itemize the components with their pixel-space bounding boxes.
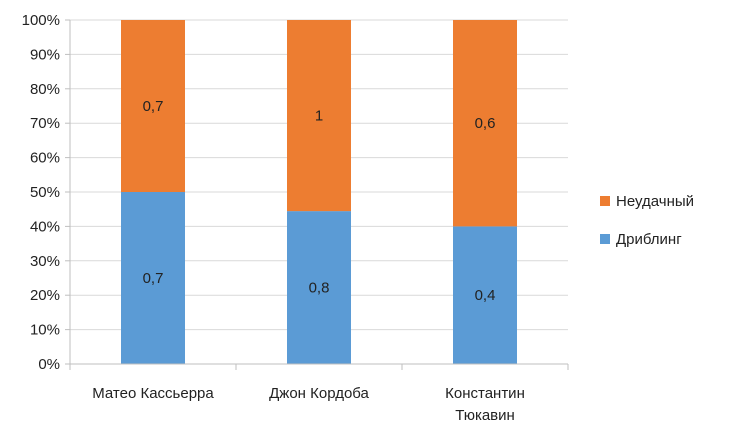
bar-segment <box>287 20 351 212</box>
y-tick-label: 80% <box>30 81 60 98</box>
legend-swatch <box>600 234 610 244</box>
y-tick-label: 40% <box>30 218 60 235</box>
y-tick-label: 90% <box>30 46 60 63</box>
bar-segment <box>121 192 185 364</box>
legend: Неудачный Дриблинг <box>600 193 694 248</box>
x-tick-label: Тюкавин <box>455 407 515 424</box>
y-tick-label: 100% <box>22 12 60 29</box>
data-label: 0,8 <box>309 280 330 297</box>
y-tick-label: 30% <box>30 253 60 270</box>
bars <box>121 20 517 364</box>
x-tick-label: Матео Кассьерра <box>92 385 214 402</box>
y-tick-label: 0% <box>38 356 60 373</box>
legend-label: Дриблинг <box>616 231 682 248</box>
y-tick-label: 20% <box>30 287 60 304</box>
legend-label: Неудачный <box>616 193 694 210</box>
x-tick-label: Константин <box>445 385 525 402</box>
data-label: 0,7 <box>143 98 164 115</box>
data-labels: 0,7 0,7 0,8 1 0,4 0,6 <box>143 98 496 304</box>
x-tick-label: Джон Кордоба <box>269 385 369 402</box>
bar-segment <box>121 20 185 192</box>
data-label: 0,6 <box>475 115 496 132</box>
y-tick-label: 10% <box>30 322 60 339</box>
bar-segment <box>453 20 517 227</box>
data-label: 1 <box>315 108 323 125</box>
bar-segment <box>287 211 351 364</box>
axes: 0% 10% 20% 30% 40% 50% 60% 70% 80% 90% 100% Матео К… <box>22 12 569 424</box>
y-tick-label: 70% <box>30 115 60 132</box>
y-tick-label: 50% <box>30 184 60 201</box>
data-label: 0,4 <box>475 287 496 304</box>
legend-swatch <box>600 196 610 206</box>
y-tick-label: 60% <box>30 150 60 167</box>
bar-segment <box>453 226 517 364</box>
data-label: 0,7 <box>143 270 164 287</box>
